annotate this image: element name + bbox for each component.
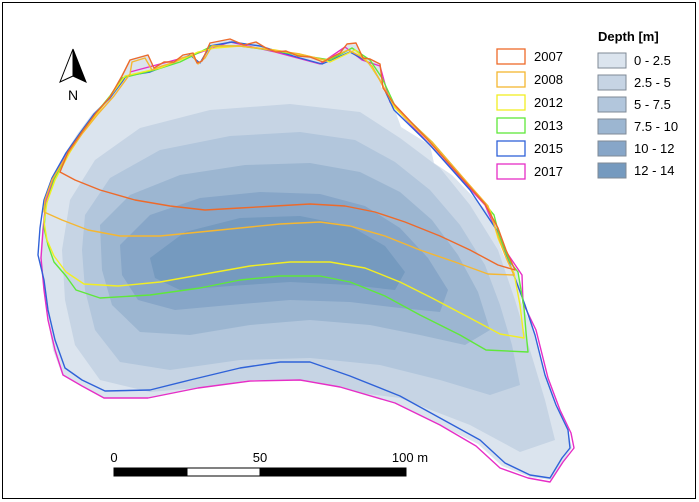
scale-label-100: 100 m <box>392 450 428 465</box>
north-arrow: N <box>59 48 87 103</box>
depth-swatch-5-7.5 <box>597 96 627 113</box>
depth-label-7.5-10: 7.5 - 10 <box>634 119 678 134</box>
depth-legend-title: Depth [m] <box>598 29 659 44</box>
legend-label-2007: 2007 <box>534 49 563 64</box>
shoreline-legend: 2007 2008 2012 2013 2015 2017 <box>496 48 563 180</box>
depth-label-2.5-5: 2.5 - 5 <box>634 75 671 90</box>
legend-swatch-2008 <box>496 71 526 88</box>
depth-label-10-12: 10 - 12 <box>634 141 674 156</box>
scale-segment-2 <box>186 467 261 477</box>
depth-label-5-7.5: 5 - 7.5 <box>634 97 671 112</box>
shoreline-2017 <box>40 41 575 483</box>
scale-label-50: 50 <box>253 450 267 465</box>
depth-zone-6 <box>150 216 405 290</box>
scale-label-0: 0 <box>110 450 117 465</box>
shorelines <box>37 38 575 483</box>
legend-label-2017: 2017 <box>534 164 563 179</box>
depth-swatch-7.5-10 <box>597 118 627 135</box>
legend-swatch-2013 <box>496 117 526 134</box>
depth-label-12-14: 12 - 14 <box>634 163 674 178</box>
legend-swatch-2012 <box>496 94 526 111</box>
scale-segment-1 <box>113 467 188 477</box>
shoreline-2007 <box>59 38 516 271</box>
legend-label-2013: 2013 <box>534 118 563 133</box>
scale-segment-3 <box>259 467 407 477</box>
depth-swatch-12-14 <box>597 162 627 179</box>
depth-legend: Depth [m] 0 - 2.5 2.5 - 5 5 - 7.5 7.5 - … <box>597 29 678 179</box>
legend-label-2012: 2012 <box>534 95 563 110</box>
north-arrow-label: N <box>68 87 78 103</box>
legend-swatch-2007 <box>496 48 526 65</box>
scale-bar: 0 50 100 m <box>110 450 428 477</box>
depth-label-0-2.5: 0 - 2.5 <box>634 53 671 68</box>
depth-swatch-2.5-5 <box>597 74 627 91</box>
north-arrow-left-half <box>59 48 74 83</box>
depth-swatch-0-2.5 <box>597 52 627 69</box>
legend-swatch-2017 <box>496 163 526 180</box>
legend-label-2008: 2008 <box>534 72 563 87</box>
north-arrow-right-half <box>72 48 87 83</box>
depth-swatch-10-12 <box>597 140 627 157</box>
legend-label-2015: 2015 <box>534 141 563 156</box>
legend-swatch-2015 <box>496 140 526 157</box>
